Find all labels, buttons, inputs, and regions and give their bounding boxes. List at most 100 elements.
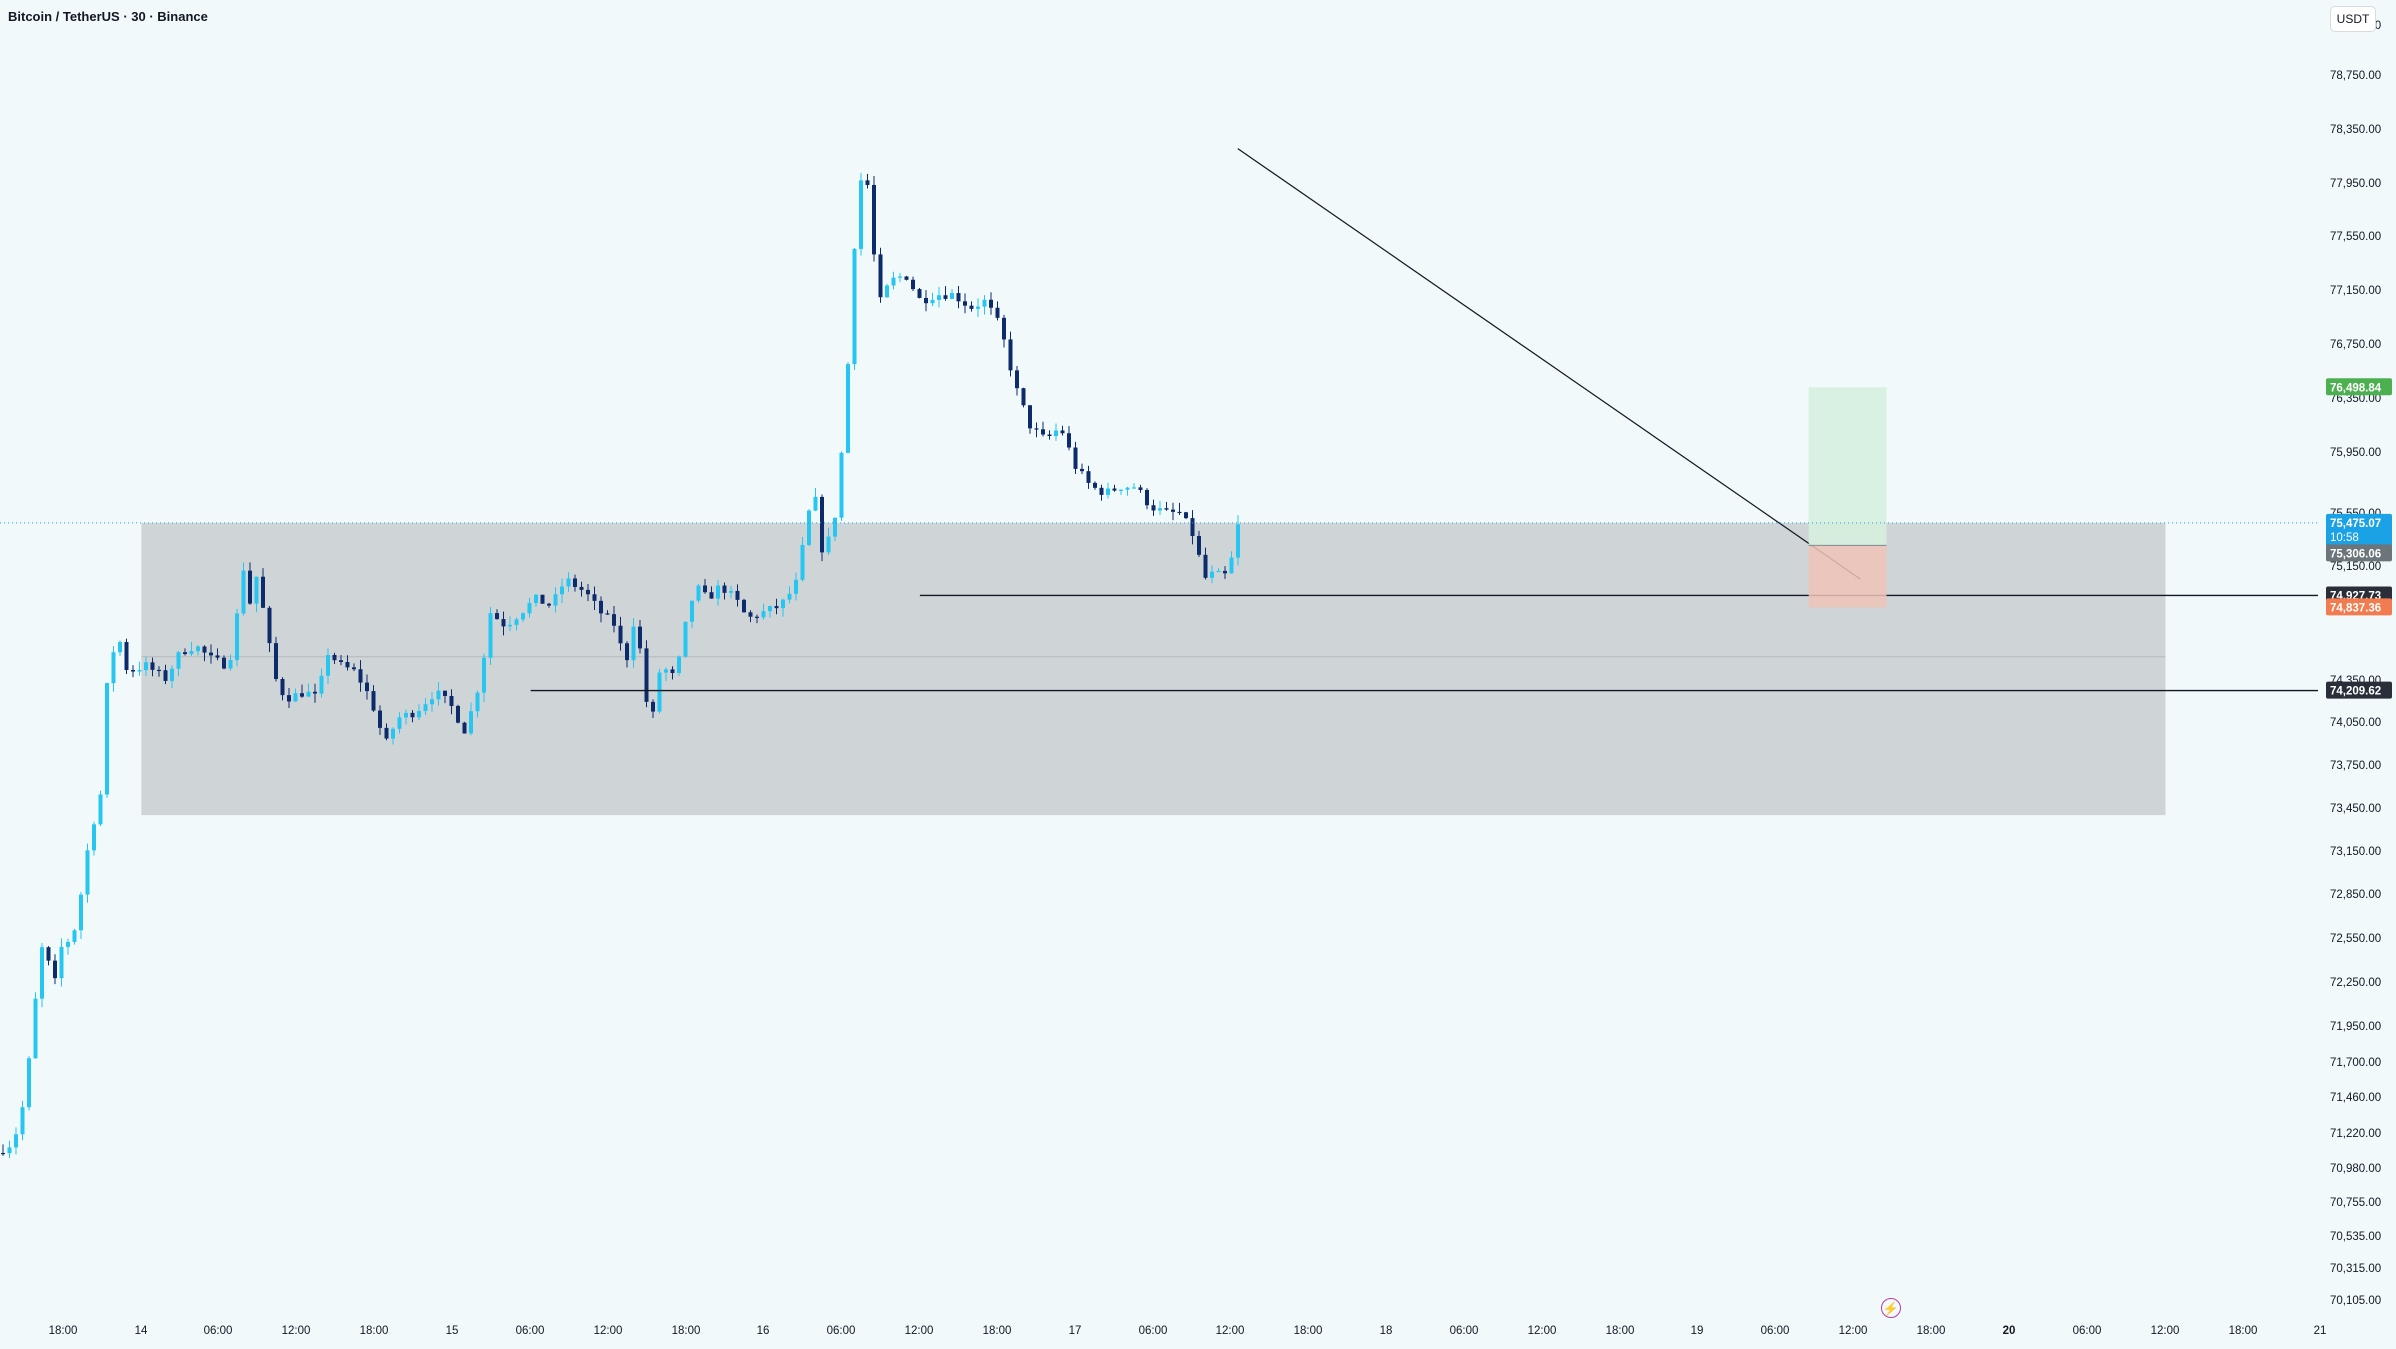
candle-down	[872, 176, 876, 262]
candle-body	[787, 593, 792, 600]
candle-up	[560, 578, 564, 604]
candle-body	[872, 184, 876, 255]
candle-up	[391, 727, 395, 745]
candle-body	[599, 600, 603, 614]
candle-body	[371, 691, 376, 711]
candle-up	[98, 790, 103, 827]
candle-body	[573, 578, 577, 587]
candle-up	[950, 289, 954, 300]
candle-down	[365, 674, 369, 700]
x-tick-label: 06:00	[1139, 1325, 1168, 1337]
candle-body	[105, 683, 109, 795]
candle-body	[950, 293, 954, 299]
candle-down	[1145, 488, 1149, 510]
price-label-stop-bg	[2326, 598, 2392, 616]
candle-body	[53, 960, 57, 979]
candle-body	[300, 693, 304, 697]
candle-body	[131, 670, 135, 672]
y-tick-label: 77,150.00	[2330, 285, 2381, 297]
candle-down	[339, 655, 343, 666]
candle-down	[670, 666, 675, 680]
candle-body	[248, 570, 252, 604]
candle-body	[761, 611, 766, 618]
candle-body	[358, 669, 363, 683]
candle-up	[1158, 500, 1162, 516]
candle-body	[813, 496, 818, 511]
candle-up	[79, 891, 83, 939]
candle-down	[501, 611, 506, 636]
candle-down	[1034, 422, 1039, 438]
candle-body	[1119, 489, 1123, 491]
candle-body	[397, 717, 402, 729]
x-tick-label: 06:00	[1450, 1325, 1479, 1337]
symbol-title[interactable]: Bitcoin / TetherUS · 30 · Binance	[8, 9, 208, 24]
candle-down	[157, 666, 161, 677]
candle-body	[683, 621, 688, 657]
candle-down	[956, 286, 961, 309]
candle-up	[898, 272, 902, 283]
candle-up	[1125, 486, 1130, 496]
candle-body	[579, 586, 584, 590]
x-tick-label: 18:00	[1294, 1325, 1323, 1337]
y-tick-label: 73,750.00	[2330, 760, 2381, 772]
candle-body	[1, 1152, 5, 1155]
candle-down	[878, 247, 883, 303]
candle-body	[722, 585, 727, 593]
price-label-level-lower: 74,209.62	[2326, 681, 2392, 699]
candle-body	[209, 652, 213, 656]
candle-body	[1197, 535, 1201, 555]
candle-body	[657, 672, 662, 712]
position-target-zone	[1808, 387, 1887, 546]
candle-body	[943, 295, 948, 299]
candle-body	[1041, 429, 1045, 435]
candle-up	[189, 641, 194, 657]
candle-up	[306, 683, 311, 697]
candle-up	[891, 271, 896, 290]
candle-body	[1099, 487, 1104, 495]
candle-up	[436, 682, 441, 706]
candle-up	[800, 537, 805, 582]
candle-body	[735, 590, 740, 600]
candle-up	[982, 295, 987, 315]
candle-body	[1125, 487, 1130, 490]
candle-down	[774, 598, 779, 615]
candle-down	[248, 562, 252, 605]
candle-up	[761, 603, 766, 620]
candle-body	[807, 510, 811, 545]
candle-up	[254, 576, 259, 613]
candle-body	[235, 613, 239, 661]
candle-body	[690, 600, 694, 622]
candle-down	[1099, 484, 1104, 501]
candle-up	[1229, 551, 1234, 574]
candle-up	[813, 488, 818, 512]
candle-body	[553, 594, 558, 606]
candle-up	[631, 618, 636, 668]
candle-body	[566, 578, 571, 587]
currency-button[interactable]: USDT	[2330, 6, 2376, 32]
candle-body	[287, 695, 291, 702]
candle-up	[475, 690, 480, 718]
candle-up	[885, 283, 889, 298]
candle-body	[345, 662, 350, 668]
candle-body	[27, 1058, 31, 1108]
price-label-target-bg	[2326, 378, 2392, 396]
candle-up	[1216, 568, 1221, 573]
x-tick-label: 16	[757, 1325, 770, 1337]
lightning-bolt-icon[interactable]: ⚡	[1881, 1298, 1901, 1318]
candle-body	[891, 277, 896, 286]
price-label-current: 75,475.07 10:58	[2326, 513, 2392, 547]
candle-down	[1190, 510, 1195, 545]
candle-body	[1021, 388, 1026, 406]
candle-down	[1177, 502, 1182, 515]
position-stop-zone	[1808, 545, 1887, 608]
candle-body	[833, 517, 837, 537]
y-tick-label: 72,850.00	[2330, 889, 2381, 901]
candle-up	[566, 572, 571, 592]
candle-body	[280, 679, 285, 696]
candle-body	[1067, 433, 1071, 448]
candle-down	[332, 652, 337, 664]
candle-down	[1008, 331, 1013, 377]
candle-down	[300, 684, 304, 698]
